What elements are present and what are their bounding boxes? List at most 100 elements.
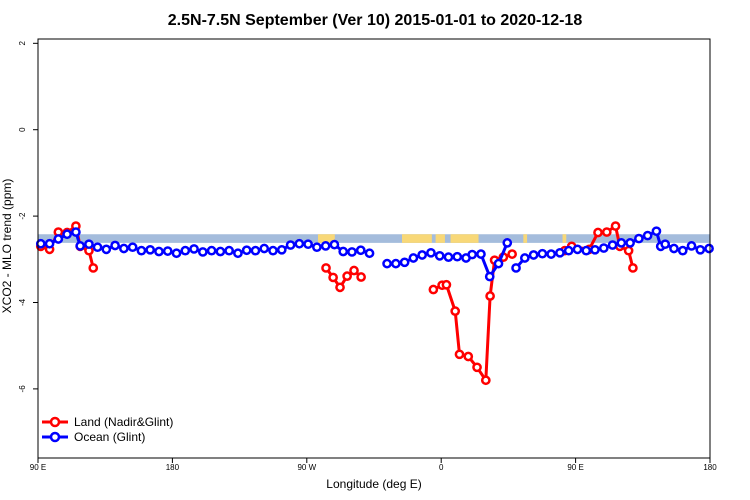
legend-label-ocean: Ocean (Glint) (74, 430, 145, 444)
x-tick-label-4: 90 E (567, 463, 583, 472)
series-0-point-1-0 (321, 263, 331, 273)
series-1-point-3-15 (642, 230, 653, 241)
series-1-point-0-2 (53, 234, 64, 244)
series-1-point-0-21 (215, 246, 226, 257)
series-0-point-3-4 (601, 227, 612, 237)
chart-title: 2.5N-7.5N September (Ver 10) 2015-01-01 … (168, 12, 583, 29)
series-1-point-0-14 (154, 246, 164, 257)
series-0-line-2 (432, 252, 513, 382)
series-1-point-0-6 (84, 239, 94, 250)
series-layer (35, 221, 714, 386)
series-0-point-1-4 (349, 265, 359, 276)
series-1-point-0-19 (197, 247, 208, 257)
series-1-point-0-7 (92, 242, 103, 253)
series-1-point-3-11 (607, 240, 618, 250)
series-1-point-3-9 (590, 244, 600, 255)
x-axis: 90 E 180 90 W 0 90 E 180 (30, 458, 717, 472)
land-band-1 (402, 234, 432, 243)
series-1-point-1-0 (382, 258, 392, 269)
series-1-point-3-16 (651, 226, 662, 237)
series-1-point-0-25 (250, 245, 261, 256)
series-0-point-2-3 (450, 306, 461, 316)
series-0-point-0-7 (88, 263, 99, 273)
series-1-point-0-18 (189, 244, 199, 254)
series-1-point-3-7 (572, 244, 583, 255)
series-1-point-1-8 (452, 251, 463, 262)
series-1-point-2-0 (467, 249, 478, 260)
land-band-2 (435, 234, 445, 243)
series-1-point-0-15 (162, 246, 173, 256)
series-1-point-0-29 (285, 240, 296, 250)
series-1-point-0-38 (364, 248, 375, 259)
series-1-point-2-3 (493, 258, 504, 269)
series-1-point-1-4 (417, 250, 428, 260)
legend-label-land: Land (Nadir&Glint) (74, 415, 173, 429)
series-1-point-2-1 (476, 249, 486, 259)
y-tick-label-1: 0 (18, 127, 27, 132)
x-tick-label-3: 0 (439, 463, 444, 472)
series-1-point-3-14 (634, 233, 644, 244)
series-1-point-1-2 (399, 257, 410, 268)
series-1-point-0-8 (101, 244, 112, 255)
series-1-point-1-7 (443, 252, 454, 262)
series-0-point-3-7 (623, 245, 634, 256)
series-0-point-2-6 (472, 362, 482, 373)
series-1-point-3-19 (669, 243, 679, 254)
land-band-3 (450, 234, 479, 243)
legend: Land (Nadir&Glint) Ocean (Glint) (42, 415, 173, 444)
series-1-point-3-22 (695, 244, 706, 255)
series-1-point-0-31 (303, 239, 313, 250)
series-1 (35, 226, 714, 282)
x-axis-label: Longitude (deg E) (326, 477, 421, 491)
series-1-point-0-24 (241, 245, 252, 256)
series-1-point-3-4 (546, 249, 556, 259)
land-band-4 (523, 234, 528, 243)
series-1-point-0-11 (127, 242, 138, 253)
series-1-point-0-28 (276, 244, 287, 255)
series-1-point-1-5 (426, 247, 436, 258)
series-1-point-0-5 (75, 241, 86, 251)
series-1-point-3-1 (519, 253, 530, 263)
legend-item-land: Land (Nadir&Glint) (42, 415, 173, 429)
series-1-point-3-18 (660, 239, 671, 250)
series-0-point-2-5 (463, 351, 474, 362)
y-axis: 2 0 -2 -4 -6 (18, 41, 38, 393)
series-1-point-3-23 (704, 243, 714, 254)
land-ocean-mask (38, 234, 710, 243)
series-1-point-3-13 (625, 238, 635, 248)
series-1-point-2-2 (484, 271, 495, 282)
series-1-point-0-32 (312, 242, 322, 253)
series-1-point-1-6 (434, 250, 445, 261)
series-0-point-3-5 (610, 221, 621, 231)
legend-marker-land (49, 416, 61, 428)
series-0-point-2-11 (507, 249, 517, 259)
series-1-point-0-33 (320, 241, 331, 251)
series-1-point-0-4 (71, 227, 81, 237)
series-1-point-0-36 (347, 247, 357, 257)
series-1-point-3-20 (677, 245, 688, 256)
series-1-point-0-22 (224, 245, 234, 256)
series-1-point-3-2 (528, 250, 539, 260)
series-1-point-0-20 (206, 245, 217, 256)
series-0-point-3-8 (628, 263, 638, 273)
y-tick-label-0: 2 (18, 41, 27, 46)
series-1-point-3-3 (537, 248, 548, 259)
series-1-point-0-9 (110, 240, 120, 251)
series-1-point-0-17 (180, 245, 191, 256)
x-tick-label-1: 180 (166, 463, 180, 472)
y-tick-label-4: -6 (18, 385, 27, 393)
series-1-point-3-6 (563, 245, 574, 256)
series-1-point-0-30 (294, 238, 305, 249)
land-band-0 (318, 234, 335, 243)
series-1-point-3-0 (511, 263, 521, 273)
series-1-point-0-0 (35, 238, 46, 249)
series-0-point-1-1 (328, 272, 338, 283)
y-tick-label-2: -2 (18, 212, 27, 220)
series-1-point-0-23 (233, 248, 243, 259)
series-0-point-1-5 (356, 272, 366, 282)
series-1-point-2-4 (502, 238, 513, 248)
series-1-point-0-35 (338, 246, 349, 257)
series-0-point-2-4 (454, 349, 465, 360)
series-0-point-2-0 (428, 284, 439, 295)
